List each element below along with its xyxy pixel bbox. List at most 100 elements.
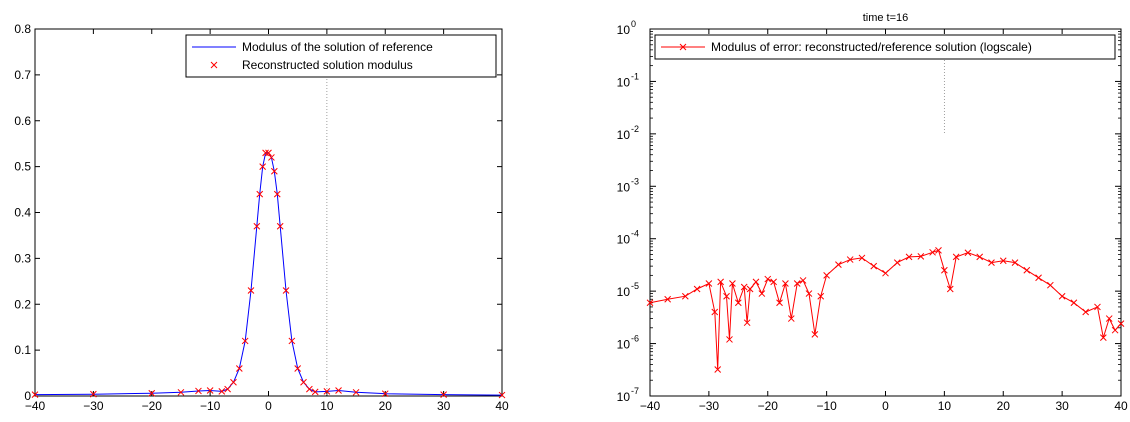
legend-label: Modulus of the solution of reference: [242, 40, 433, 54]
y-tick-label-exponent: -2: [631, 124, 639, 134]
x-tick-label: −20: [142, 399, 163, 413]
y-tick-label-exponent: -7: [631, 386, 639, 396]
right-chart: time t=16−40 −30 −20 −10 0 10 20 30 4010-710-610…: [617, 12, 1128, 413]
series-point-0: [646, 299, 654, 307]
legend-swatch-marker: [679, 43, 687, 51]
series-point-0: [711, 308, 719, 316]
x-tick-label: 0: [265, 399, 272, 413]
series-point-1: [273, 190, 281, 198]
series-point-1: [335, 387, 342, 394]
series-point-0: [1046, 281, 1054, 289]
series-point-0: [734, 299, 742, 307]
series-point-0: [1094, 303, 1101, 311]
y-tick-label: 0.7: [14, 68, 31, 82]
x-tick-label: 40: [1114, 399, 1128, 413]
series-point-0: [952, 253, 960, 261]
y-tick-label-exponent: -5: [631, 281, 639, 291]
x-tick-label: −40: [25, 399, 46, 413]
series-point-0: [770, 278, 777, 286]
series-point-0: [717, 278, 725, 286]
series-point-0: [764, 275, 772, 283]
legend-label: Modulus of error: reconstructed/referenc…: [711, 40, 1032, 54]
series-point-0: [835, 261, 842, 269]
series-point-0: [823, 272, 830, 279]
series-point-1: [498, 391, 506, 399]
legend-box: [185, 34, 497, 78]
x-tick-label: 10: [938, 399, 952, 413]
x-tick-label: −30: [83, 399, 104, 413]
series-point-0: [805, 290, 813, 297]
series-point-0: [1082, 308, 1090, 316]
series-point-0: [935, 246, 942, 254]
y-tick-label: 0.6: [14, 114, 31, 128]
y-tick-label: 0.2: [14, 297, 31, 311]
series-point-1: [352, 388, 360, 396]
series-point-0: [941, 266, 948, 274]
x-tick-label: −20: [758, 399, 779, 413]
x-tick-label: 40: [495, 399, 509, 413]
x-tick-label: −10: [816, 399, 837, 413]
x-tick-label: 30: [437, 399, 451, 413]
y-tick-label-exponent: -1: [631, 71, 639, 81]
series-point-0: [917, 253, 925, 260]
series-point-0: [1070, 299, 1078, 307]
series-point-0: [787, 315, 795, 322]
series-point-0: [681, 292, 689, 300]
left-chart: −40 −30 −20 −10 0 10 20 30 40 0 0.1 0.2 0.3 0.4 0.5 0.6…: [14, 22, 509, 413]
series-point-0: [705, 280, 713, 287]
series-point-0: [664, 295, 672, 303]
y-tick-label-base: 10: [617, 285, 631, 299]
series-point-1: [148, 389, 156, 397]
series-point-1: [323, 388, 331, 395]
y-tick-label-base: 10: [617, 390, 631, 404]
legend-label: Reconstructed solution modulus: [242, 58, 413, 72]
series-point-1: [440, 391, 447, 398]
series-point-1: [195, 387, 202, 395]
y-tick-label: 0.5: [14, 160, 31, 174]
y-tick-label-base: 10: [617, 75, 631, 89]
series-point-1: [294, 365, 302, 372]
series-point-0: [1035, 274, 1042, 282]
series-point-0: [729, 280, 736, 287]
series-point-0: [752, 278, 760, 286]
chart-title: time t=16: [863, 12, 909, 24]
series-point-1: [224, 385, 231, 393]
series-point-0: [746, 285, 754, 293]
series-point-0: [1117, 320, 1125, 327]
y-tick-label-exponent: -3: [631, 176, 639, 186]
series-point-1: [276, 222, 284, 230]
series-point-0: [740, 283, 748, 291]
series-point-0: [811, 330, 819, 338]
series-point-1: [282, 287, 290, 294]
series-point-0: [799, 277, 807, 284]
series-point-1: [256, 190, 264, 198]
series-point-0: [846, 256, 854, 263]
x-tick-label: 20: [997, 399, 1011, 413]
series-point-1: [31, 391, 39, 398]
x-tick-label: 10: [320, 399, 334, 413]
series-point-1: [268, 154, 275, 161]
series-point-0: [723, 292, 730, 300]
series-point-0: [999, 257, 1007, 265]
series-point-0: [693, 285, 701, 293]
y-tick-label: 0.8: [14, 22, 31, 36]
plot-area-frame: [649, 28, 1122, 397]
x-tick-label: −30: [699, 399, 720, 413]
x-tick-label: −40: [640, 399, 661, 413]
series-point-0: [743, 319, 751, 327]
series-point-0: [964, 249, 972, 257]
series-point-1: [247, 287, 255, 294]
x-tick-label: 0: [882, 399, 889, 413]
series-point-0: [758, 290, 766, 297]
series-point-1: [90, 390, 97, 398]
series-point-1: [218, 388, 226, 395]
series-point-0: [1023, 266, 1031, 274]
plot-area-frame: [34, 28, 503, 397]
legend-box: [654, 34, 1116, 60]
series-point-0: [776, 299, 783, 307]
series-point-1: [235, 365, 243, 372]
series-point-1: [306, 385, 313, 393]
series-point-0: [870, 262, 878, 270]
series-point-1: [262, 149, 269, 157]
